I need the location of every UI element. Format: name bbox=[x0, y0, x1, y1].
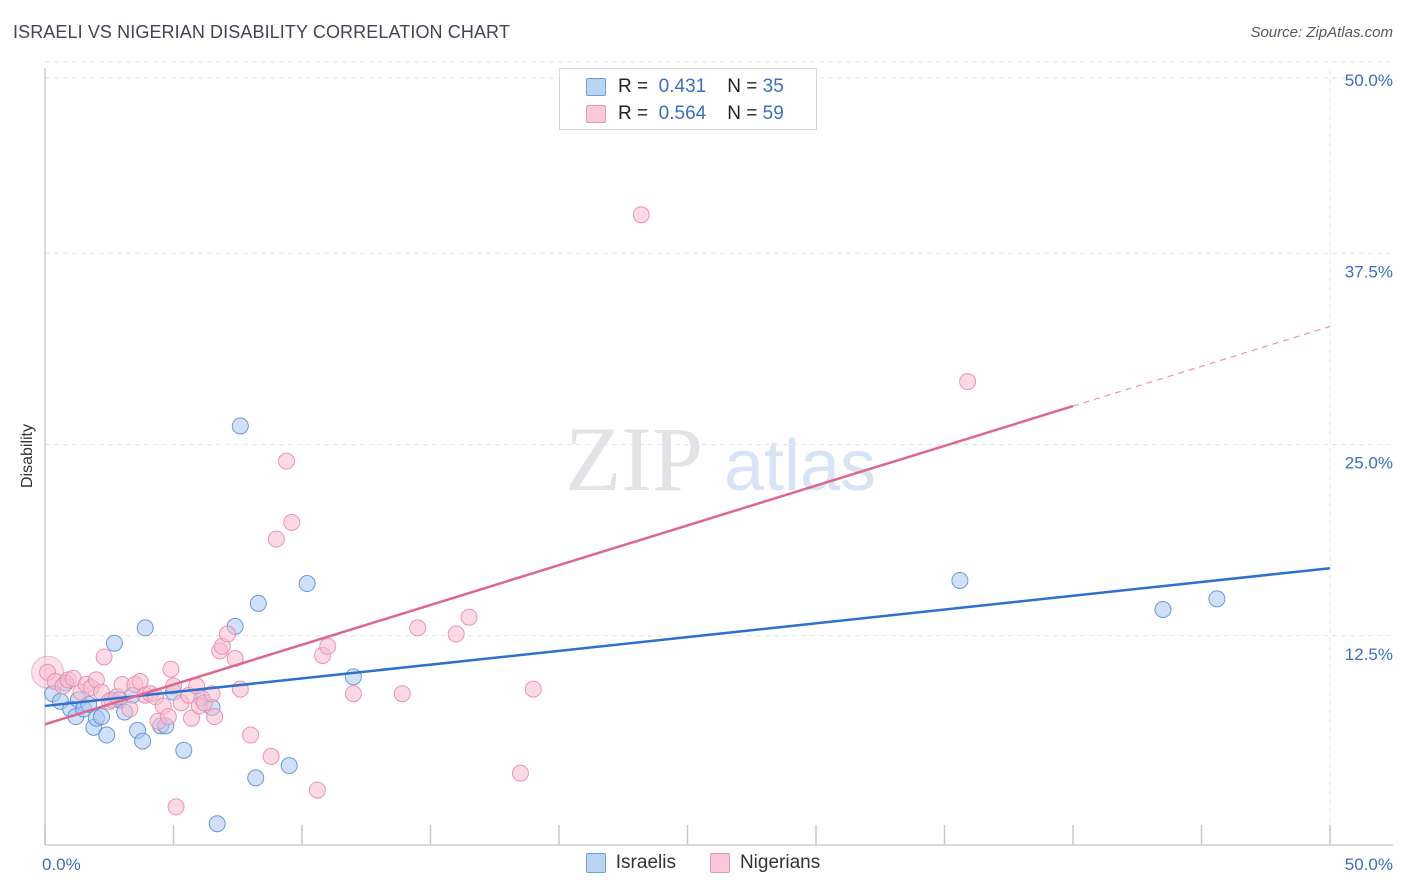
data-point-nigerians bbox=[409, 619, 427, 637]
y-tick-label: 12.5% bbox=[1345, 645, 1393, 664]
series-legend: Israelis Nigerians bbox=[0, 852, 1406, 874]
israelis-n-value: 35 bbox=[762, 76, 784, 97]
y-tick-label: 50.0% bbox=[1345, 71, 1393, 90]
data-point-israelis bbox=[93, 708, 111, 726]
legend-item-israelis[interactable]: Israelis bbox=[585, 852, 676, 874]
data-point-nigerians bbox=[632, 206, 650, 224]
nigerians-r-value: 0.564 bbox=[658, 103, 707, 124]
data-point-nigerians bbox=[283, 513, 301, 531]
axes bbox=[44, 68, 1393, 846]
data-point-nigerians bbox=[121, 700, 139, 718]
data-point-israelis bbox=[208, 815, 226, 833]
r-label: R = bbox=[618, 76, 649, 97]
data-point-nigerians bbox=[162, 660, 180, 678]
n-label: N = bbox=[727, 76, 758, 97]
data-point-nigerians bbox=[95, 648, 113, 666]
r-label: R = bbox=[618, 103, 649, 124]
data-point-israelis bbox=[105, 634, 123, 652]
data-point-nigerians bbox=[218, 625, 236, 643]
data-point-nigerians bbox=[267, 530, 285, 548]
data-point-nigerians bbox=[460, 608, 478, 626]
x-tick-label: 0.0% bbox=[42, 855, 81, 874]
israelis-swatch bbox=[586, 78, 606, 96]
trend-line-nigerians bbox=[44, 404, 1074, 726]
watermark-atlas: atlas bbox=[724, 426, 876, 506]
y-tick-label: 25.0% bbox=[1345, 454, 1393, 473]
data-point-israelis bbox=[1208, 590, 1226, 608]
x-tick-label: 50.0% bbox=[1345, 855, 1393, 874]
data-point-nigerians bbox=[262, 747, 280, 765]
legend-item-nigerians[interactable]: Nigerians bbox=[709, 852, 821, 874]
data-points bbox=[31, 206, 1226, 833]
data-point-israelis bbox=[247, 769, 265, 787]
data-point-israelis bbox=[951, 571, 969, 589]
data-point-nigerians bbox=[511, 764, 529, 782]
trend-line-israelis bbox=[44, 566, 1331, 708]
israelis-legend-label: Israelis bbox=[615, 852, 676, 873]
nigerians-swatch bbox=[709, 853, 730, 873]
data-point-israelis bbox=[231, 417, 249, 435]
watermark-zip: ZIP bbox=[565, 408, 703, 510]
legend-row-nigerians: R = 0.564 N = 59 bbox=[586, 101, 784, 127]
correlation-legend: R = 0.431 N = 35 R = 0.564 N = 59 bbox=[559, 68, 817, 130]
grid-lines bbox=[45, 61, 1393, 845]
data-point-nigerians bbox=[344, 685, 362, 703]
nigerians-n-value: 59 bbox=[762, 103, 784, 124]
source-label: Source: ZipAtlas.com bbox=[1250, 24, 1393, 41]
data-point-israelis bbox=[280, 757, 298, 775]
data-point-nigerians bbox=[959, 373, 977, 391]
data-point-nigerians bbox=[278, 452, 296, 470]
nigerians-swatch bbox=[586, 105, 606, 123]
n-label: N = bbox=[727, 103, 758, 124]
data-point-nigerians bbox=[447, 625, 465, 643]
data-point-israelis bbox=[298, 575, 316, 593]
nigerians-legend-label: Nigerians bbox=[739, 852, 821, 873]
data-point-nigerians bbox=[319, 637, 337, 655]
watermark: ZIP atlas bbox=[565, 408, 876, 510]
data-point-nigerians bbox=[159, 708, 177, 726]
data-point-nigerians bbox=[524, 680, 542, 698]
trend-lines bbox=[44, 325, 1331, 726]
chart-title: ISRAELI VS NIGERIAN DISABILITY CORRELATI… bbox=[13, 22, 510, 42]
data-point-israelis bbox=[134, 732, 152, 750]
israelis-swatch bbox=[585, 853, 606, 873]
data-point-nigerians bbox=[188, 677, 206, 695]
data-point-nigerians bbox=[206, 708, 224, 726]
data-point-nigerians bbox=[242, 726, 260, 744]
data-point-israelis bbox=[1154, 601, 1172, 619]
trend-line-extension-nigerians bbox=[1072, 325, 1331, 407]
data-point-nigerians bbox=[167, 798, 185, 816]
tick-labels: 12.5% 25.0% 37.5% 50.0% 0.0% 50.0% bbox=[42, 71, 1393, 874]
data-point-israelis bbox=[175, 741, 193, 759]
data-point-nigerians bbox=[182, 709, 200, 727]
data-point-nigerians bbox=[308, 781, 326, 799]
data-point-nigerians bbox=[393, 685, 411, 703]
israelis-r-value: 0.431 bbox=[658, 76, 707, 97]
y-tick-label: 37.5% bbox=[1345, 262, 1393, 281]
data-point-israelis bbox=[136, 619, 154, 637]
data-point-israelis bbox=[249, 594, 267, 612]
data-point-israelis bbox=[98, 726, 116, 744]
legend-row-israelis: R = 0.431 N = 35 bbox=[586, 74, 784, 100]
